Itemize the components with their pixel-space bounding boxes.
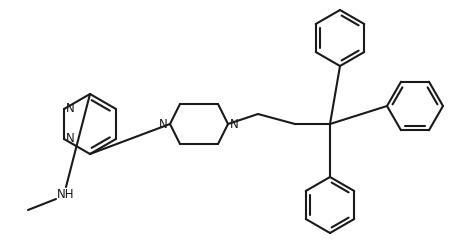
Text: NH: NH [57, 188, 75, 201]
Text: N: N [159, 118, 168, 130]
Text: N: N [230, 118, 239, 130]
Text: N: N [66, 132, 75, 146]
Text: N: N [66, 102, 75, 116]
